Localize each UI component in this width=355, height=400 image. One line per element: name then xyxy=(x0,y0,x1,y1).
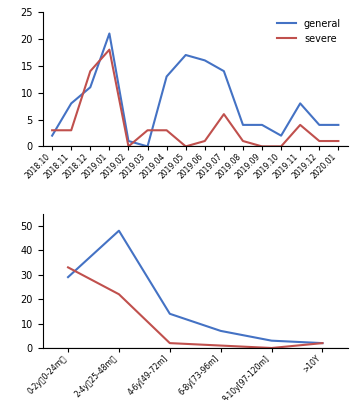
Legend: general, severe: general, severe xyxy=(275,17,343,46)
